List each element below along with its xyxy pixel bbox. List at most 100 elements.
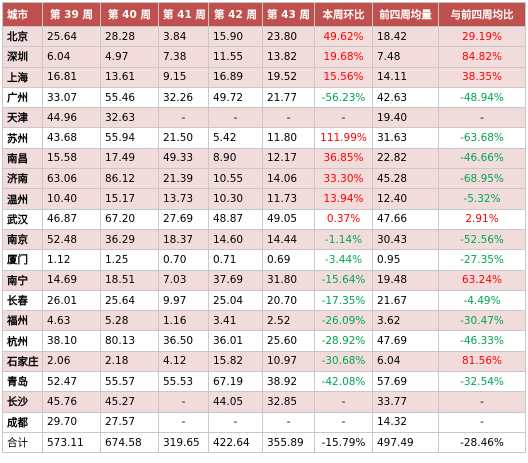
week-value-cell: 18.51 [100,269,159,291]
vs-avg-cell: 63.24% [438,269,526,291]
week-over-week-cell: 111.99% [314,127,373,149]
four-week-avg-cell: 21.67 [372,289,439,312]
week-over-week-cell: 49.62% [314,25,373,48]
city-cell: 青岛 [2,371,43,393]
four-week-avg-cell: 12.40 [372,188,439,210]
week-value-cell: 10.55 [208,168,263,190]
week-value-cell: 1.25 [100,249,159,271]
vs-avg-cell: - [438,107,526,129]
header-week-39: 第 39 周 [42,2,101,27]
city-cell: 长春 [2,289,43,312]
week-value-cell: - [158,411,209,433]
table-row: 长春 26.01 25.64 9.97 25.04 20.70 -17.35% 21.67 -4… [2,289,526,312]
city-cell: 南宁 [2,269,43,291]
week-value-cell: 13.61 [100,66,159,88]
week-value-cell: 27.57 [100,411,159,433]
week-value-cell: 0.70 [158,249,209,271]
total-week-value: 355.89 [262,431,315,454]
week-value-cell: 37.69 [208,269,263,291]
total-week-value: 319.65 [158,431,209,454]
week-value-cell: 13.82 [262,46,315,68]
vs-avg-cell: -52.56% [438,228,526,251]
header-week-40: 第 40 周 [100,2,159,27]
table-row: 苏州 43.68 55.94 21.50 5.42 11.80 111.99% 31.63 -6… [2,127,526,149]
four-week-avg-cell: 7.48 [372,46,439,68]
week-over-week-cell: 0.37% [314,208,373,230]
week-value-cell: 45.27 [100,391,159,413]
vs-avg-cell: -68.95% [438,168,526,190]
table-row: 杭州 38.10 80.13 36.50 36.01 25.60 -28.92% 47.69-… [2,330,526,352]
week-value-cell: 67.20 [100,208,159,230]
week-value-cell: 52.48 [42,228,101,251]
week-value-cell: 49.05 [262,208,315,230]
week-value-cell: 16.81 [42,66,101,88]
vs-avg-cell: -27.35% [438,249,526,271]
table-row: 青岛 52.47 55.57 55.53 67.19 38.92 -42.08% 57.69-… [2,371,526,393]
header-week-43: 第 43 周 [262,2,315,27]
city-cell: 福州 [2,310,43,332]
four-week-avg-cell: 47.66 [372,208,439,230]
week-over-week-cell: -17.35% [314,289,373,312]
week-value-cell: 2.52 [262,310,315,332]
table-row: 厦门 1.12 1.25 0.70 0.71 0.69 -3.44% 0.95 -27.35% [2,249,526,271]
week-value-cell: 11.55 [208,46,263,68]
week-value-cell: 86.12 [100,168,159,190]
week-value-cell: - [262,107,315,129]
week-value-cell: 49.33 [158,147,209,170]
week-value-cell: 15.90 [208,25,263,48]
four-week-avg-cell: 3.62 [372,310,439,332]
city-cell: 广州 [2,86,43,109]
four-week-avg-cell: 57.69 [372,371,439,393]
table-row: 武汉 46.87 67.20 27.69 48.87 49.05 0.37% 47.66 2.9… [2,208,526,230]
table-row: 天津 44.96 32.63- - - -19.40- [2,107,526,129]
week-value-cell: 18.37 [158,228,209,251]
week-value-cell: 43.68 [42,127,101,149]
week-value-cell: 17.49 [100,147,159,170]
week-value-cell: 11.80 [262,127,315,149]
vs-avg-cell: 84.82% [438,46,526,68]
week-value-cell: 4.12 [158,350,209,373]
four-week-avg-cell: 22.82 [372,147,439,170]
week-value-cell: 27.69 [158,208,209,230]
week-value-cell: 3.41 [208,310,263,332]
week-value-cell: 10.40 [42,188,101,210]
city-cell: 济南 [2,168,43,190]
week-over-week-cell: -1.14% [314,228,373,251]
table-row: 南宁 14.69 18.51 7.03 37.69 31.80 -15.64% 19.48 63… [2,269,526,291]
week-value-cell: 32.26 [158,86,209,109]
week-value-cell: 2.06 [42,350,101,373]
city-cell: 深圳 [2,46,43,68]
week-value-cell: 7.38 [158,46,209,68]
vs-avg-cell: -46.66% [438,147,526,170]
week-value-cell: 45.76 [42,391,101,413]
week-value-cell: 25.60 [262,330,315,352]
week-over-week-cell: -26.09% [314,310,373,332]
header-row: 城市 第 39 周 第 40 周 第 41 周 第 42 周 第 43 周 本周… [2,2,526,27]
table-row: 北京 25.64 28.28 3.84 15.90 23.80 49.62% 18.42 29.… [2,25,526,48]
city-cell: 杭州 [2,330,43,352]
week-value-cell: 46.87 [42,208,101,230]
table-row: 南京 52.48 36.29 18.37 14.60 14.44 -1.14% 30.43 -5… [2,228,526,251]
four-week-avg-cell: 33.77 [372,391,439,413]
vs-avg-cell: 29.19% [438,25,526,48]
week-value-cell: 4.97 [100,46,159,68]
week-value-cell: 25.64 [42,25,101,48]
city-cell: 北京 [2,25,43,48]
city-cell: 成都 [2,411,43,433]
week-value-cell: - [158,391,209,413]
four-week-avg-cell: 31.63 [372,127,439,149]
city-weekly-table: 城市 第 39 周 第 40 周 第 41 周 第 42 周 第 43 周 本周… [2,2,526,454]
week-value-cell: 21.50 [158,127,209,149]
week-value-cell: 28.28 [100,25,159,48]
week-value-cell: 14.06 [262,168,315,190]
week-value-cell: 21.39 [158,168,209,190]
vs-avg-cell: -30.47% [438,310,526,332]
week-value-cell: 80.13 [100,330,159,352]
vs-avg-cell: -32.54% [438,371,526,393]
week-value-cell: 15.58 [42,147,101,170]
week-value-cell: 1.16 [158,310,209,332]
week-value-cell: 16.89 [208,66,263,88]
week-value-cell: 10.97 [262,350,315,373]
table-row: 上海 16.81 13.61 9.15 16.89 19.52 15.56% 14.11 38.… [2,66,526,88]
week-value-cell: 1.12 [42,249,101,271]
